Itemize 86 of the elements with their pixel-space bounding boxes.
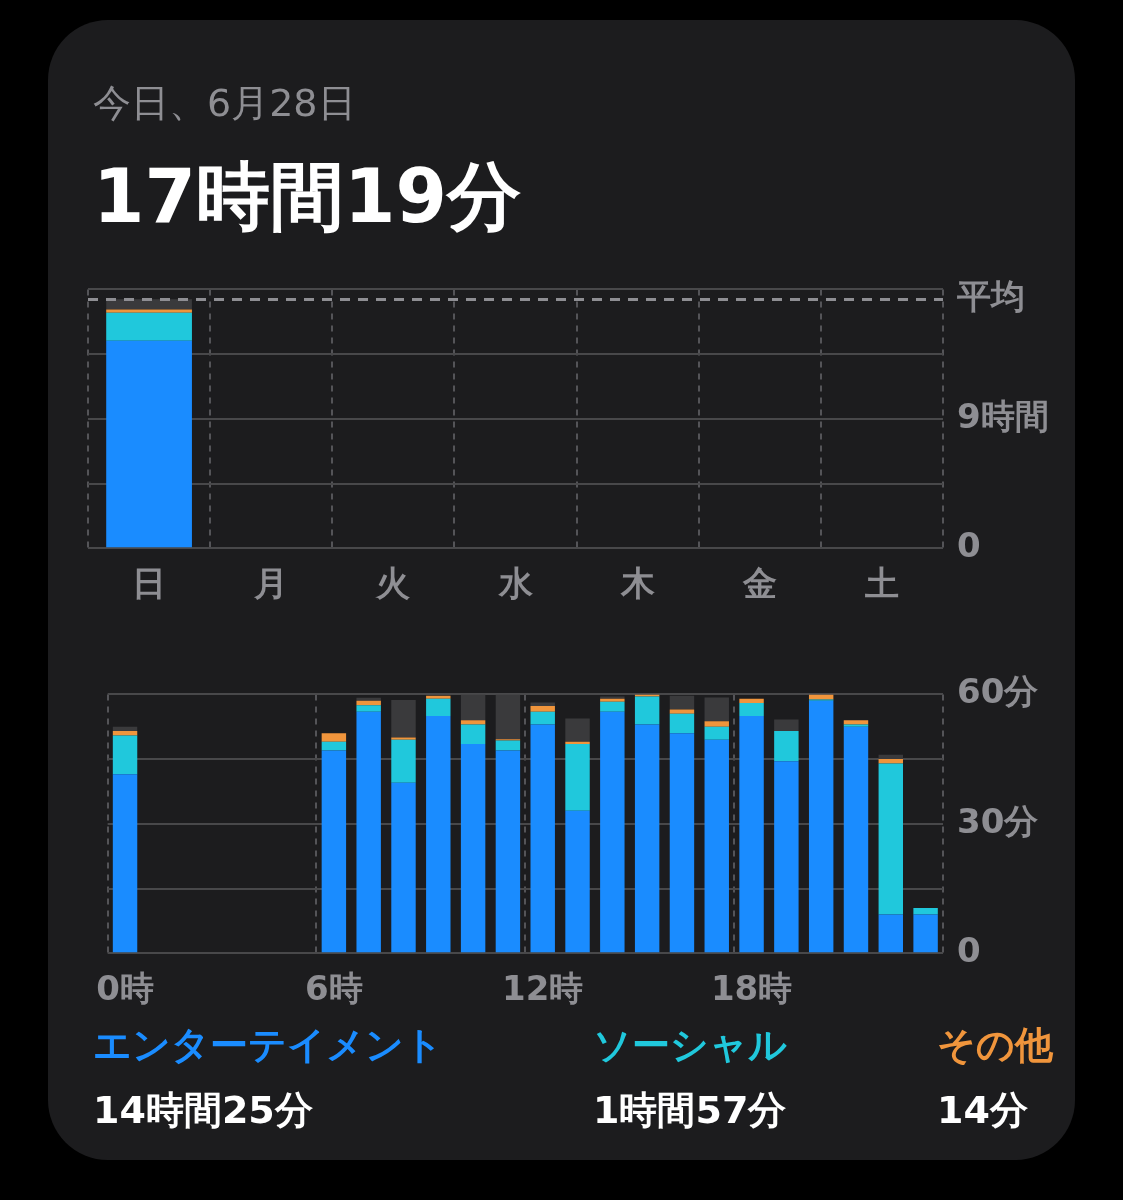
bar — [112, 774, 138, 953]
bar — [843, 726, 869, 953]
x-tick-label: 12時 — [502, 968, 584, 1009]
bar — [391, 700, 416, 738]
bar — [495, 750, 521, 953]
x-tick-label: 日 — [132, 563, 167, 604]
text: 1時間57分 — [593, 1087, 787, 1134]
bar — [843, 720, 869, 725]
bar — [321, 750, 347, 953]
bar — [808, 694, 834, 700]
y-tick-label: 60分 — [957, 671, 1039, 712]
bar — [460, 724, 486, 744]
y-tick-label: 9時間 — [957, 395, 1049, 436]
bar — [530, 711, 555, 725]
bar — [460, 744, 486, 953]
bar — [565, 741, 590, 744]
bar — [739, 715, 764, 953]
bar — [565, 810, 590, 953]
bar — [669, 695, 695, 710]
bar — [808, 700, 834, 953]
bar — [426, 698, 451, 716]
bar — [600, 711, 625, 953]
bar — [530, 706, 555, 712]
x-tick-label: 木 — [619, 563, 655, 604]
series-label: エンターテイメント — [93, 1022, 443, 1069]
ref-line-label: 平均 — [956, 276, 1025, 317]
bar — [878, 754, 904, 760]
bar — [704, 739, 729, 953]
bar — [426, 695, 451, 699]
y-tick-label: 0 — [957, 525, 981, 566]
bar — [913, 914, 938, 953]
bar — [112, 735, 138, 775]
bar — [774, 731, 799, 762]
bar — [495, 694, 521, 740]
bar — [774, 761, 799, 953]
bar — [356, 711, 381, 953]
bar — [112, 726, 138, 732]
bar — [321, 733, 347, 742]
bar — [356, 697, 381, 701]
x-tick-label: 18時 — [710, 968, 793, 1009]
x-tick-label: 水 — [497, 563, 533, 604]
bar — [356, 700, 381, 706]
x-tick-label: 6時 — [305, 968, 363, 1009]
bar — [704, 721, 729, 727]
text: 14時間25分 — [93, 1087, 314, 1134]
bar — [878, 763, 904, 915]
bar — [391, 782, 416, 953]
bar — [530, 724, 555, 953]
bar — [669, 713, 695, 734]
y-tick-label: 0 — [957, 930, 981, 971]
bar — [460, 694, 486, 721]
x-tick-label: 金 — [741, 563, 777, 604]
bar — [460, 720, 486, 725]
chart-subtitle: 今日、6月28日 — [93, 80, 356, 127]
chart-title: 17時間19分 — [93, 152, 521, 241]
bar — [391, 737, 416, 740]
bar — [391, 739, 416, 783]
x-tick-label: 0時 — [96, 968, 154, 1009]
bar — [112, 731, 138, 736]
bar — [669, 709, 695, 714]
bar — [774, 719, 799, 732]
bar — [704, 726, 729, 740]
bar — [600, 701, 625, 712]
bar — [913, 907, 938, 915]
bar — [669, 733, 695, 953]
bar — [634, 694, 660, 697]
text: その他 — [937, 1022, 1053, 1069]
bar — [634, 696, 660, 725]
bar — [321, 741, 347, 751]
text: 14分 — [937, 1087, 1029, 1134]
bar — [426, 715, 451, 953]
x-tick-label: 火 — [375, 563, 411, 604]
bar — [565, 718, 590, 742]
x-tick-label: 土 — [863, 563, 899, 604]
bar — [634, 724, 660, 953]
bar — [565, 744, 590, 811]
x-tick-label: 月 — [253, 563, 289, 604]
text: ソーシャル — [593, 1022, 787, 1069]
bar — [739, 698, 764, 704]
bar — [878, 914, 904, 953]
bar — [843, 724, 869, 727]
bar — [878, 759, 904, 764]
bar — [356, 705, 381, 712]
bar — [739, 703, 764, 716]
y-tick-label: 30分 — [957, 800, 1039, 841]
bar — [704, 697, 729, 722]
